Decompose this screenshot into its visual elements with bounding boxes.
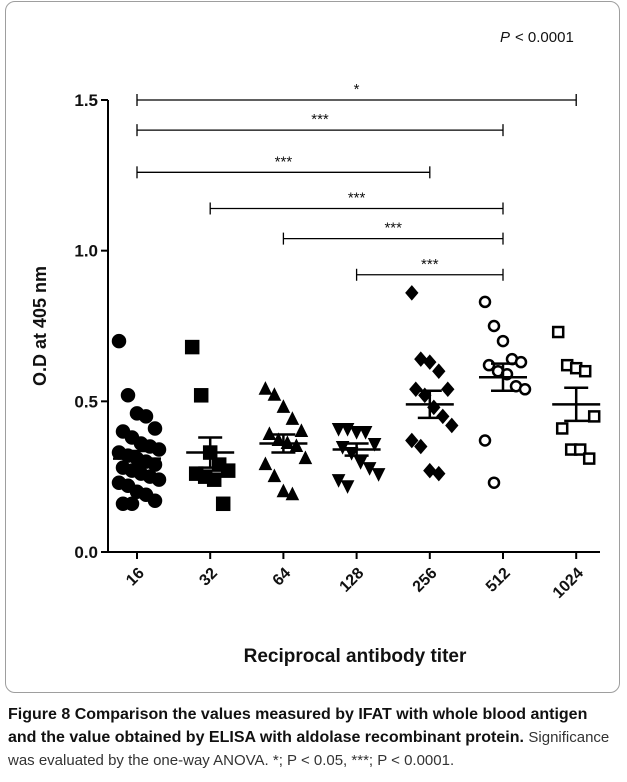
data-point: [409, 381, 423, 398]
data-point: [405, 285, 419, 301]
data-point: [423, 354, 437, 370]
data-point: [285, 411, 300, 425]
data-point: [349, 425, 364, 440]
data-point: [496, 334, 510, 348]
x-tick-label: 1024: [550, 565, 587, 602]
data-point: [340, 480, 355, 494]
data-point: [371, 468, 386, 482]
data-point: [578, 364, 592, 378]
caption-label: Figure 8: [8, 706, 71, 723]
comparison-label: *: [354, 81, 360, 98]
data-point: [276, 399, 291, 413]
data-point: [193, 388, 209, 403]
data-point: [294, 423, 309, 437]
data-point: [432, 465, 446, 482]
data-point: [518, 383, 532, 396]
p-symbol: P: [500, 29, 510, 46]
data-point: [414, 438, 428, 455]
data-point: [514, 355, 528, 369]
data-point: [289, 438, 304, 453]
data-point: [147, 457, 163, 472]
data-point: [331, 422, 346, 437]
data-point: [298, 450, 313, 465]
comparison-label: ***: [275, 153, 293, 170]
data-point: [555, 422, 569, 435]
data-point: [215, 496, 231, 512]
data-point: [276, 483, 291, 498]
data-point: [124, 496, 140, 512]
data-point: [405, 432, 419, 449]
data-point: [582, 452, 596, 465]
x-tick-label: 64: [270, 565, 295, 590]
data-point: [220, 463, 236, 478]
data-point: [487, 319, 501, 333]
data-point: [445, 417, 459, 434]
data-point: [551, 325, 565, 339]
y-tick-label: 0.5: [74, 392, 98, 411]
data-point: [267, 387, 282, 401]
data-point: [151, 442, 167, 457]
data-point: [267, 468, 282, 483]
y-tick-label: 1.5: [74, 91, 98, 110]
comparison-label: ***: [421, 256, 439, 273]
data-point: [436, 408, 450, 425]
data-point: [111, 333, 127, 349]
data-point: [441, 381, 455, 398]
comparison-label: ***: [348, 189, 366, 206]
data-point: [147, 421, 163, 436]
data-point: [573, 443, 587, 456]
data-point: [478, 295, 492, 309]
y-axis-title: O.D at 405 nm: [30, 266, 50, 386]
data-point: [120, 388, 136, 403]
y-tick-label: 0.0: [74, 543, 98, 562]
x-axis-title: Reciprocal antibody titer: [244, 646, 467, 667]
data-point: [147, 493, 163, 509]
caption: Figure 8 Comparison the values measured …: [8, 703, 620, 772]
data-point: [138, 409, 154, 424]
comparison-label: ***: [384, 220, 402, 237]
data-point: [184, 339, 200, 355]
data-point: [367, 438, 382, 452]
data-point: [258, 456, 273, 471]
caption-title: Comparison the values measured by IFAT w…: [8, 706, 588, 746]
x-tick-label: 32: [196, 565, 221, 590]
x-tick-label: 256: [410, 565, 441, 596]
data-point: [358, 425, 373, 440]
data-point: [487, 476, 501, 489]
x-tick-label: 512: [483, 565, 514, 596]
x-tick-label: 16: [123, 565, 148, 590]
data-point: [258, 381, 273, 395]
data-point: [206, 472, 222, 487]
p-value: < 0.0001: [515, 29, 574, 46]
figure-frame: [5, 1, 620, 693]
comparison-label: ***: [311, 111, 329, 128]
data-point: [151, 472, 167, 487]
x-tick-label: 128: [337, 565, 368, 596]
y-tick-label: 1.0: [74, 242, 98, 261]
data-point: [285, 486, 300, 501]
chart: P < 0.0001 O.D at 405 nm Reciprocal anti…: [30, 29, 601, 667]
caption-text: Significance was evaluated by the one-wa…: [8, 729, 610, 769]
data-point: [432, 363, 446, 379]
data-point: [587, 410, 601, 423]
data-point: [478, 434, 492, 447]
